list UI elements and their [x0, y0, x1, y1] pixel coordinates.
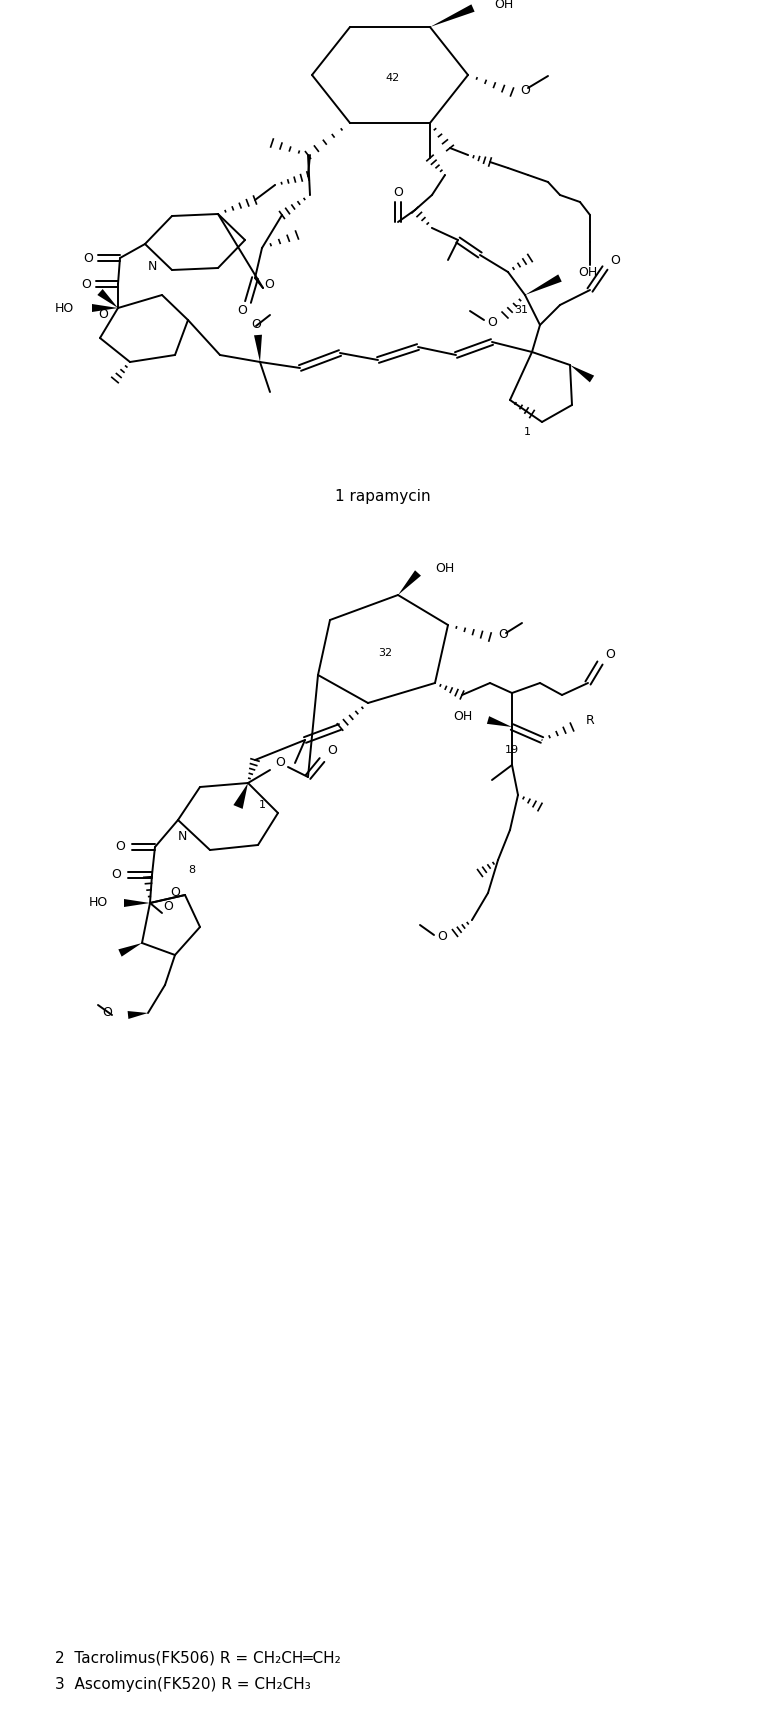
Text: 42: 42 — [386, 73, 400, 83]
Text: O: O — [102, 1006, 112, 1020]
Text: O: O — [237, 304, 247, 316]
Text: 1: 1 — [258, 800, 265, 810]
Polygon shape — [570, 365, 594, 382]
Polygon shape — [430, 5, 475, 28]
Text: 2  Tacrolimus(FK506) R = CH₂CH═CH₂: 2 Tacrolimus(FK506) R = CH₂CH═CH₂ — [55, 1650, 341, 1666]
Text: O: O — [115, 840, 125, 854]
Text: O: O — [98, 309, 108, 321]
Text: O: O — [264, 278, 274, 292]
Polygon shape — [92, 304, 118, 313]
Text: 3  Ascomycin(FK520) R = CH₂CH₃: 3 Ascomycin(FK520) R = CH₂CH₃ — [55, 1678, 311, 1692]
Polygon shape — [398, 570, 421, 594]
Text: 32: 32 — [378, 648, 392, 658]
Polygon shape — [118, 943, 142, 957]
Text: 31: 31 — [514, 306, 528, 314]
Text: O: O — [437, 930, 447, 943]
Text: 1: 1 — [524, 427, 531, 437]
Text: O: O — [275, 757, 285, 769]
Text: O: O — [170, 886, 180, 900]
Text: O: O — [81, 278, 91, 290]
Text: 19: 19 — [505, 745, 519, 755]
Text: 8: 8 — [189, 866, 196, 874]
Text: O: O — [251, 318, 261, 330]
Text: O: O — [605, 648, 615, 662]
Text: O: O — [498, 629, 508, 641]
Text: OH: OH — [578, 266, 597, 278]
Text: OH: OH — [453, 710, 472, 724]
Text: OH: OH — [435, 563, 454, 575]
Text: OH: OH — [494, 0, 513, 12]
Text: O: O — [83, 252, 93, 264]
Text: O: O — [520, 83, 530, 97]
Text: N: N — [177, 831, 186, 843]
Polygon shape — [254, 335, 262, 361]
Polygon shape — [97, 289, 118, 308]
Text: HO: HO — [54, 301, 74, 314]
Text: R: R — [586, 714, 594, 727]
Text: O: O — [393, 185, 403, 199]
Text: O: O — [487, 316, 497, 328]
Text: O: O — [610, 254, 620, 266]
Polygon shape — [127, 1011, 148, 1020]
Polygon shape — [487, 715, 512, 727]
Polygon shape — [124, 899, 150, 907]
Polygon shape — [525, 275, 561, 295]
Text: O: O — [327, 745, 337, 757]
Text: 1 rapamycin: 1 rapamycin — [335, 489, 431, 505]
Text: O: O — [163, 900, 173, 914]
Polygon shape — [233, 783, 248, 809]
Text: HO: HO — [89, 897, 108, 909]
Text: N: N — [147, 259, 156, 273]
Text: O: O — [111, 869, 121, 881]
